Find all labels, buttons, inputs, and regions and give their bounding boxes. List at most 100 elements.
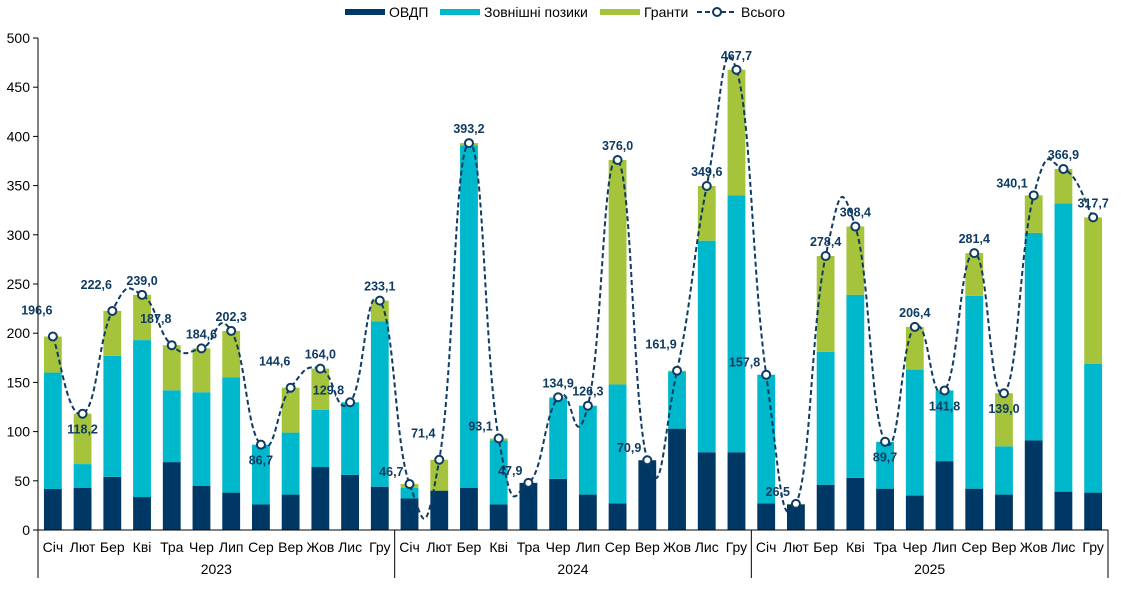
x-tick-label: Вер xyxy=(992,539,1017,555)
x-tick-label: Гру xyxy=(1082,539,1103,555)
bar-segment xyxy=(728,70,746,196)
bar-segment xyxy=(817,352,835,485)
total-point xyxy=(346,398,354,406)
total-data-label: 308,4 xyxy=(840,206,871,220)
legend-label: ОВДП xyxy=(389,4,428,20)
total-point xyxy=(1030,191,1038,199)
total-point xyxy=(435,456,443,464)
legend-marker xyxy=(713,8,721,16)
year-label: 2025 xyxy=(914,561,945,577)
total-point xyxy=(554,393,562,401)
year-label: 2023 xyxy=(201,561,232,577)
total-data-label: 139,0 xyxy=(988,402,1019,416)
total-point xyxy=(1000,389,1008,397)
total-data-label: 70,9 xyxy=(617,441,641,455)
bar-segment xyxy=(163,345,181,390)
bar-segment xyxy=(193,348,211,392)
total-point xyxy=(732,66,740,74)
x-tick-label: Лют xyxy=(426,539,452,555)
total-point xyxy=(1059,165,1067,173)
total-data-label: 47,9 xyxy=(498,464,522,478)
bar-segment xyxy=(371,487,389,530)
bar-segment xyxy=(668,429,686,530)
bar-segment xyxy=(222,377,240,492)
bar-segment xyxy=(936,461,954,530)
total-data-label: 349,6 xyxy=(691,165,722,179)
total-data-label: 129,8 xyxy=(313,383,344,397)
legend-label: Зовнішні позики xyxy=(484,4,588,20)
total-point xyxy=(465,139,473,147)
x-tick-label: Лют xyxy=(70,539,96,555)
x-tick-label: Сер xyxy=(605,539,631,555)
bar-segment xyxy=(609,160,627,384)
bar-segment xyxy=(460,145,478,487)
total-point xyxy=(227,327,235,335)
bars xyxy=(44,70,1102,530)
total-data-label: 467,7 xyxy=(721,49,752,63)
x-tick-label: Жов xyxy=(1020,539,1048,555)
total-point xyxy=(168,341,176,349)
y-tick-label: 250 xyxy=(7,276,31,292)
x-tick-label: Лют xyxy=(783,539,809,555)
total-data-label: 164,0 xyxy=(305,348,336,362)
total-point xyxy=(406,480,414,488)
total-data-label: 86,7 xyxy=(249,454,273,468)
bar-segment xyxy=(698,186,716,241)
y-tick-label: 50 xyxy=(14,473,30,489)
bar-segment xyxy=(1055,203,1073,491)
x-tick-label: Чер xyxy=(189,539,214,555)
y-tick-label: 150 xyxy=(7,374,31,390)
total-data-label: 202,3 xyxy=(216,310,247,324)
bar-segment xyxy=(1025,195,1043,232)
y-tick-label: 450 xyxy=(7,79,31,95)
bar-segment xyxy=(846,295,864,478)
x-tick-label: Бер xyxy=(100,539,125,555)
bar-segment xyxy=(1025,233,1043,441)
total-point xyxy=(79,410,87,418)
x-tick-label: Тра xyxy=(160,539,184,555)
bar-segment xyxy=(490,504,508,530)
x-tick-label: Бер xyxy=(457,539,482,555)
total-data-label: 126,3 xyxy=(572,385,603,399)
bar-segment xyxy=(282,495,300,530)
total-point xyxy=(108,307,116,315)
bar-segment xyxy=(876,442,894,489)
total-point xyxy=(703,182,711,190)
bar-segment xyxy=(995,393,1013,446)
bar-segment xyxy=(906,496,924,530)
bar-segment xyxy=(163,390,181,462)
x-tick-label: Січ xyxy=(43,539,64,555)
legend-swatch xyxy=(440,9,480,15)
x-tick-label: Лип xyxy=(219,539,244,555)
bar-segment xyxy=(44,373,62,489)
x-tick-label: Січ xyxy=(756,539,777,555)
x-tick-label: Лис xyxy=(1051,539,1075,555)
legend-label: Гранти xyxy=(644,4,688,20)
bar-segment xyxy=(757,503,775,530)
y-tick-label: 350 xyxy=(7,178,31,194)
total-data-label: 317,7 xyxy=(1077,196,1108,210)
total-point xyxy=(970,249,978,257)
bar-segment xyxy=(311,467,329,530)
total-data-label: 376,0 xyxy=(602,139,633,153)
x-tick-label: Лис xyxy=(338,539,362,555)
bar-segment xyxy=(876,489,894,530)
total-point xyxy=(851,223,859,231)
total-data-label: 141,8 xyxy=(929,399,960,413)
total-point xyxy=(822,252,830,260)
x-tick-label: Сер xyxy=(248,539,274,555)
bar-segment xyxy=(698,452,716,530)
bar-segment xyxy=(728,195,746,452)
total-point xyxy=(257,441,265,449)
x-tick-label: Чер xyxy=(902,539,927,555)
x-tick-label: Лип xyxy=(932,539,957,555)
bar-segment xyxy=(995,495,1013,530)
y-tick-label: 400 xyxy=(7,128,31,144)
total-data-label: 184,6 xyxy=(186,327,217,341)
bar-segment xyxy=(579,406,597,495)
x-tick-label: Вер xyxy=(635,539,660,555)
